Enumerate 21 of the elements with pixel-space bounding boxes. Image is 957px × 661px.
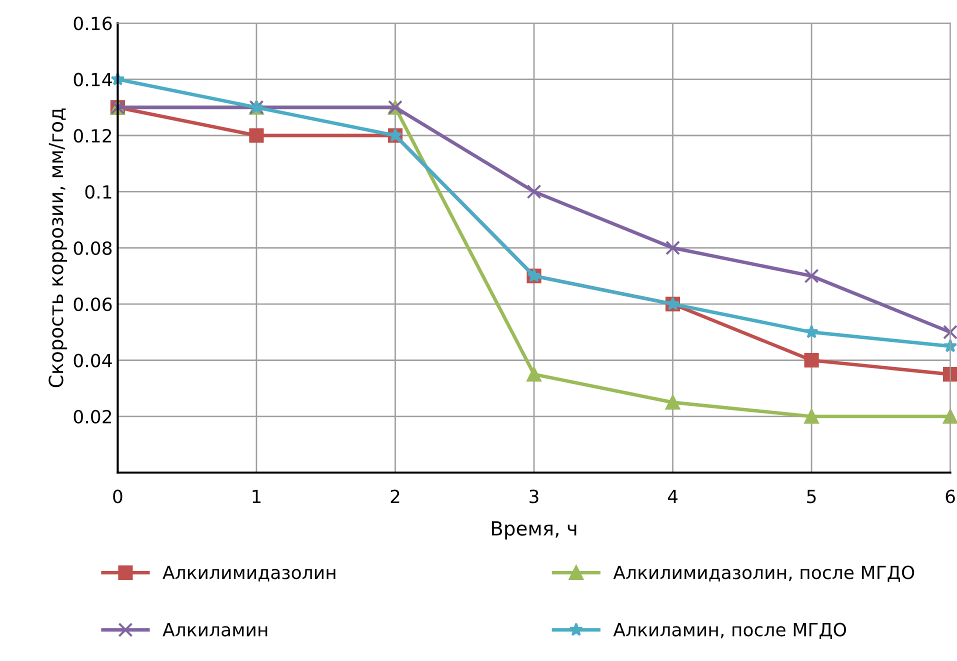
x-tick-label: 1 — [252, 490, 261, 503]
y-tick-label: 0.04 — [74, 354, 112, 368]
x-tick-label: 0 — [113, 490, 122, 504]
y-tick-label: 0.06 — [74, 298, 112, 312]
y-axis-title: Скорость коррозии, мм/год — [48, 108, 68, 388]
legend-label: Алкилимидазолин, после МГДО — [613, 566, 914, 582]
legend-label: Алкиламин — [162, 623, 268, 636]
y-tick-label: 0.1 — [85, 185, 112, 199]
x-tick-label: 6 — [946, 490, 955, 504]
legend-label: Алкилимидазолин — [162, 566, 336, 582]
x-tick-label: 4 — [668, 490, 678, 503]
y-tick-label: 0.16 — [74, 16, 112, 30]
y-tick-label: 0.14 — [74, 72, 112, 86]
y-tick-label: 0.02 — [74, 410, 112, 424]
x-tick-label: 2 — [390, 490, 400, 503]
y-tick-label: 0.08 — [74, 241, 112, 255]
y-tick-label: 0.12 — [74, 128, 112, 143]
x-tick-label: 3 — [530, 490, 538, 504]
x-tick-label: 5 — [807, 490, 816, 504]
legend-label: Алкиламин, после МГДО — [613, 622, 846, 640]
x-axis-title: Время, ч — [492, 521, 576, 540]
